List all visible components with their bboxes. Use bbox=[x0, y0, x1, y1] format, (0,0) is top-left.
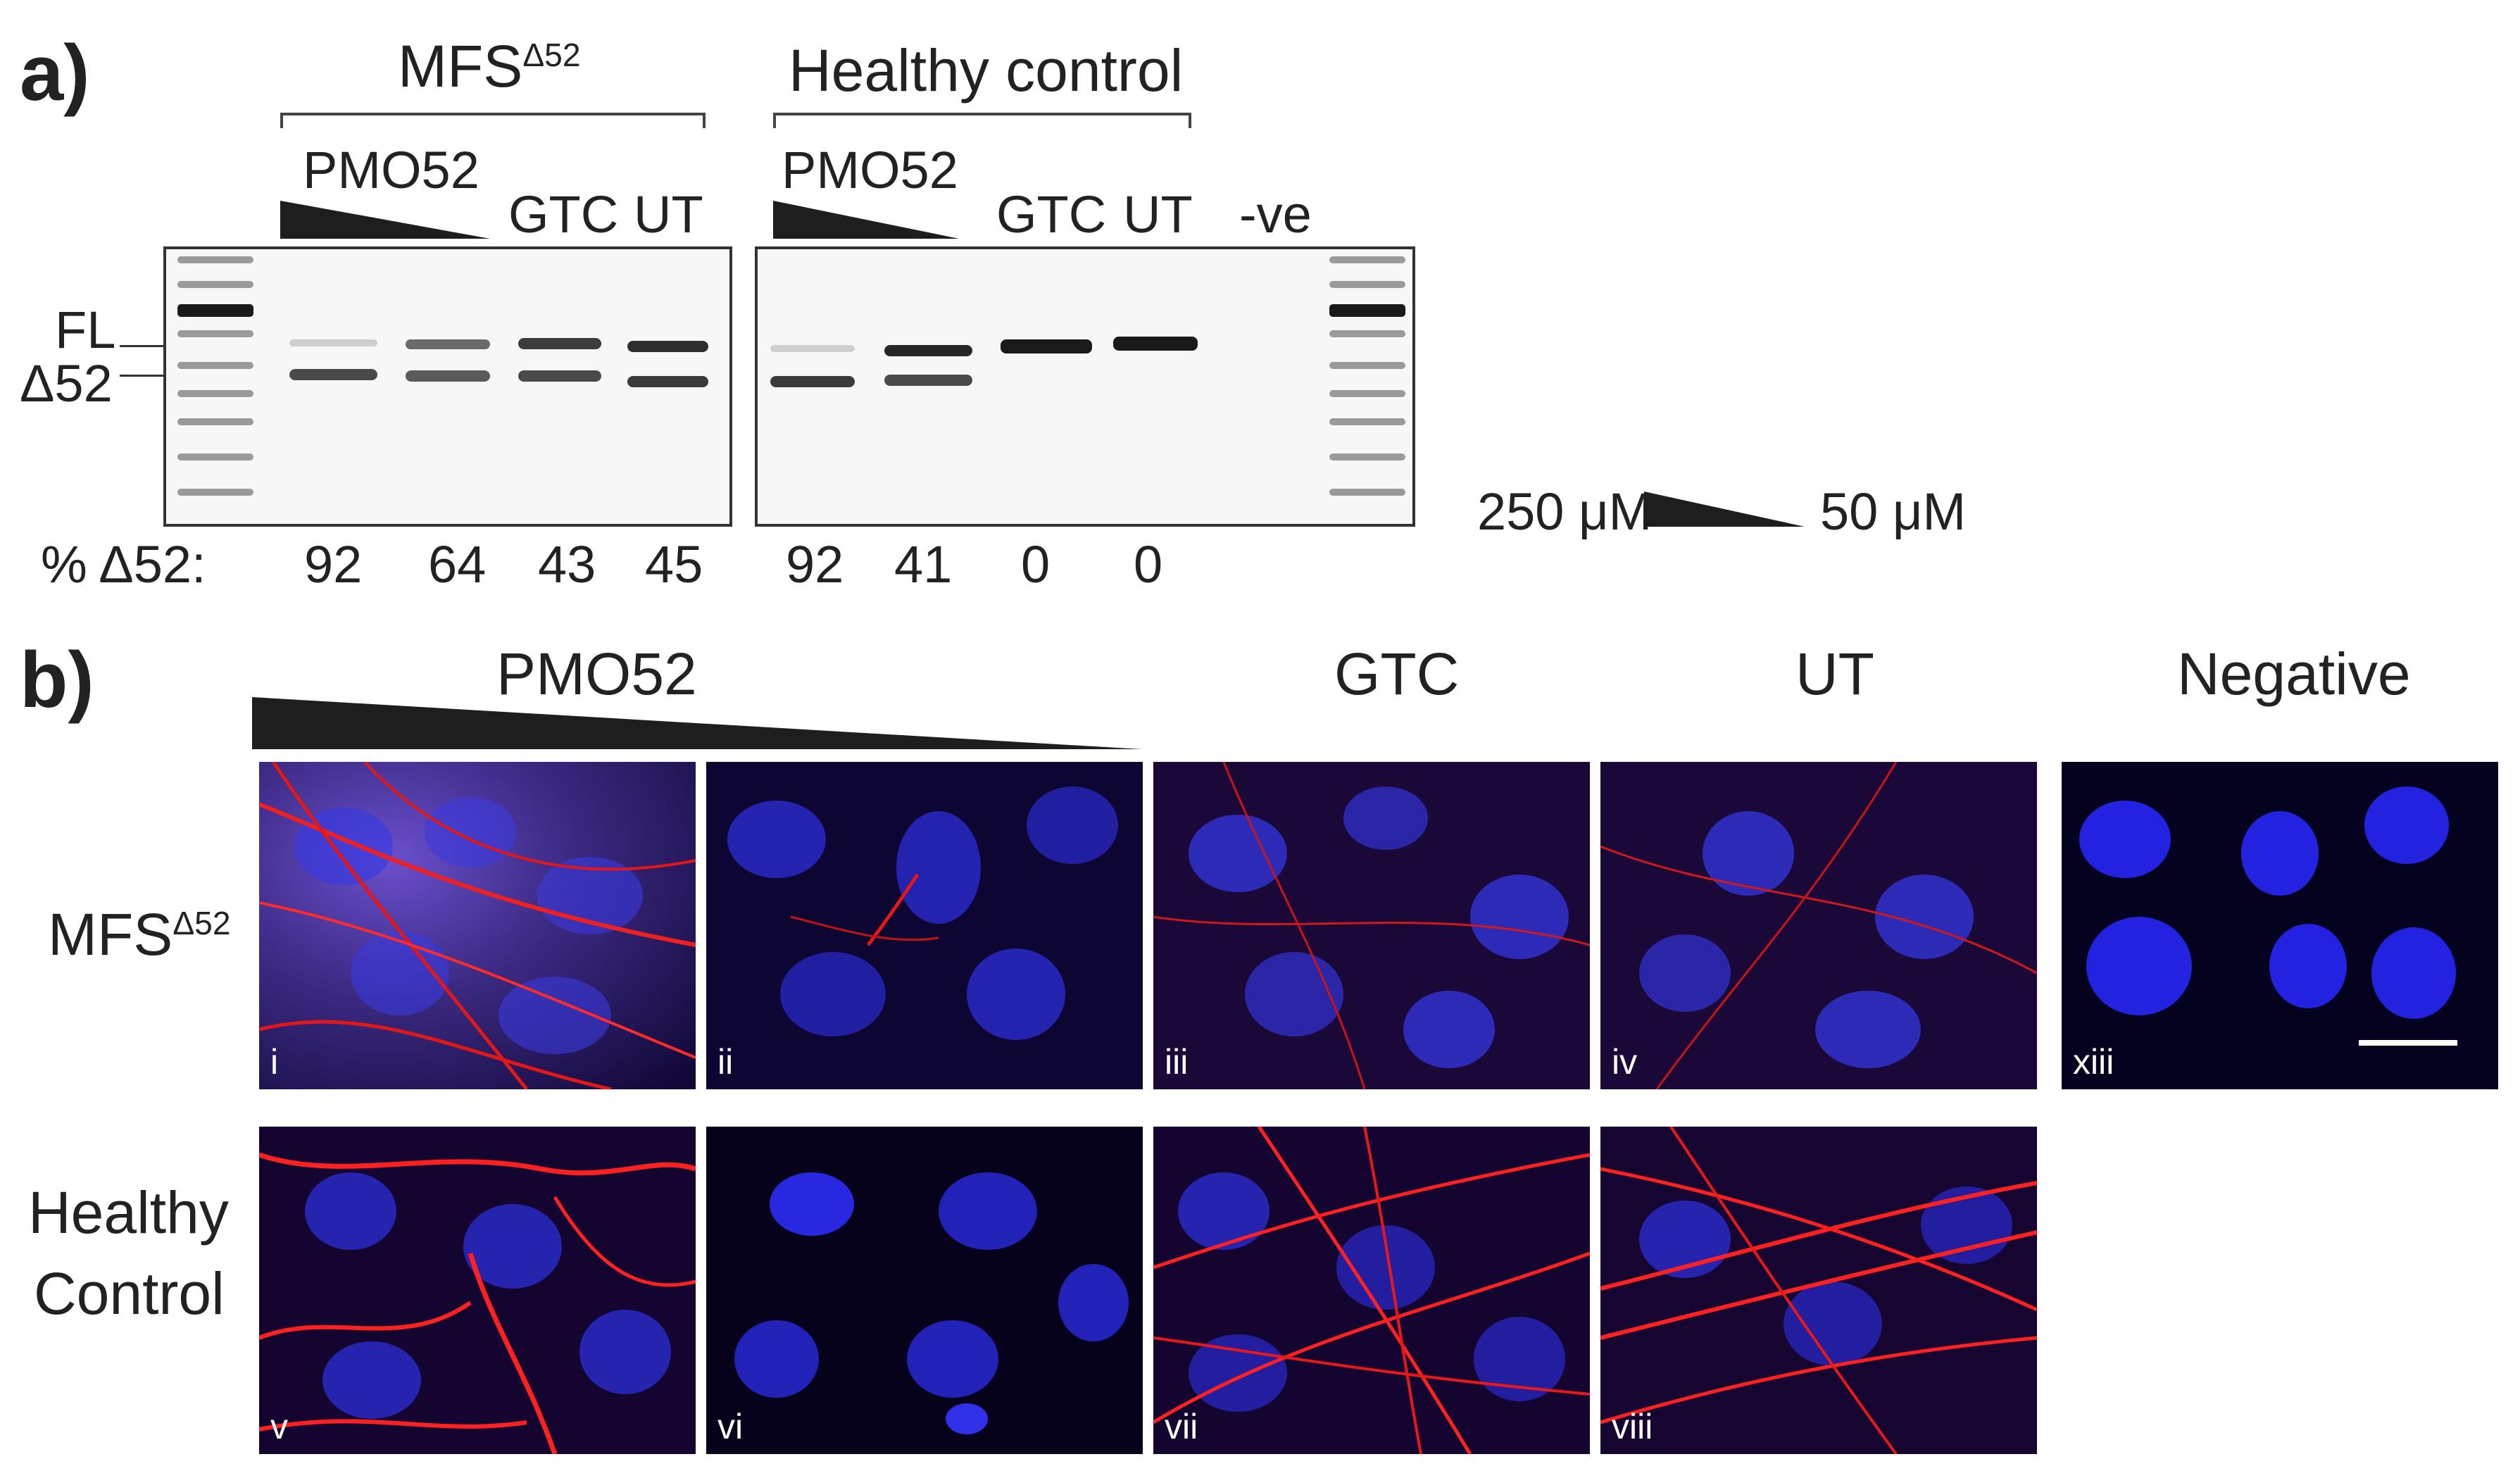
lane-header-negative: -ve bbox=[1239, 185, 1312, 244]
conc-high-label: 250 μM bbox=[1477, 482, 1653, 541]
lane-header-pmo52-mfs: PMO52 bbox=[303, 141, 479, 199]
percent-row-label: % Δ52: bbox=[41, 535, 206, 594]
micrograph-iii: iii bbox=[1153, 762, 1590, 1089]
column-header-ut: UT bbox=[1795, 641, 1874, 707]
group-title-mfs: MFSΔ52 bbox=[398, 33, 581, 99]
column-header-gtc: GTC bbox=[1334, 641, 1460, 707]
group-title-healthy: Healthy control bbox=[789, 37, 1184, 104]
micrograph-label: iii bbox=[1165, 1042, 1189, 1082]
lane-header-ut-mfs: UT bbox=[634, 185, 703, 244]
concentration-wedge-healthy bbox=[773, 201, 959, 239]
gel-healthy bbox=[755, 246, 1415, 527]
column-header-negative: Negative bbox=[2177, 641, 2411, 707]
bracket-mfs bbox=[280, 113, 706, 128]
band-label-fl: FL bbox=[55, 301, 116, 359]
micrograph-i: i bbox=[259, 762, 696, 1089]
panel-a-letter: a) bbox=[20, 29, 90, 117]
panel-b-letter: b) bbox=[20, 636, 94, 724]
percent-value: 92 bbox=[304, 535, 363, 594]
micrograph-label: vii bbox=[1165, 1407, 1198, 1446]
micrograph-ii: ii bbox=[706, 762, 1143, 1089]
micrograph-label: iv bbox=[1612, 1042, 1638, 1082]
percent-value: 92 bbox=[786, 535, 844, 594]
percent-value: 0 bbox=[1134, 535, 1163, 594]
percent-value: 0 bbox=[1021, 535, 1051, 594]
micrograph-v: v bbox=[259, 1127, 696, 1454]
micrograph-label: ii bbox=[717, 1042, 734, 1082]
band-label-d52: Δ52 bbox=[20, 354, 113, 413]
micrograph-vi: vi bbox=[706, 1127, 1143, 1454]
concentration-wedge-mfs bbox=[280, 201, 490, 239]
conc-legend-wedge bbox=[1644, 491, 1805, 527]
row-label-healthy-line1: Healthy bbox=[28, 1179, 229, 1246]
band-pointer-d52 bbox=[120, 375, 163, 377]
gel-mfs bbox=[163, 246, 732, 527]
percent-value: 43 bbox=[538, 535, 596, 594]
micrograph-viii: viii bbox=[1600, 1127, 2037, 1454]
lane-header-ut-healthy: UT bbox=[1123, 185, 1193, 244]
lane-header-gtc-mfs: GTC bbox=[508, 185, 619, 244]
percent-value: 41 bbox=[894, 535, 953, 594]
row-label-mfs: MFSΔ52 bbox=[48, 901, 231, 967]
micrograph-label: v bbox=[270, 1407, 288, 1446]
conc-low-label: 50 μM bbox=[1820, 482, 1967, 541]
micrograph-label: vi bbox=[717, 1407, 744, 1446]
bracket-healthy bbox=[773, 113, 1191, 128]
micrograph-vii: vii bbox=[1153, 1127, 1590, 1454]
percent-value: 45 bbox=[645, 535, 703, 594]
band-pointer-fl bbox=[120, 345, 163, 347]
concentration-wedge-b bbox=[252, 697, 1142, 749]
lane-header-pmo52-healthy: PMO52 bbox=[782, 141, 958, 199]
percent-value: 64 bbox=[428, 535, 487, 594]
micrograph-label: viii bbox=[1612, 1407, 1653, 1446]
lane-header-gtc-healthy: GTC bbox=[996, 185, 1107, 244]
column-header-pmo52: PMO52 bbox=[496, 641, 697, 707]
micrograph-xiii: xiii bbox=[2062, 762, 2498, 1089]
micrograph-label: xiii bbox=[2073, 1042, 2114, 1082]
micrograph-label: i bbox=[270, 1042, 279, 1082]
micrograph-iv: iv bbox=[1600, 762, 2037, 1089]
row-label-healthy-line2: Control bbox=[34, 1260, 225, 1327]
